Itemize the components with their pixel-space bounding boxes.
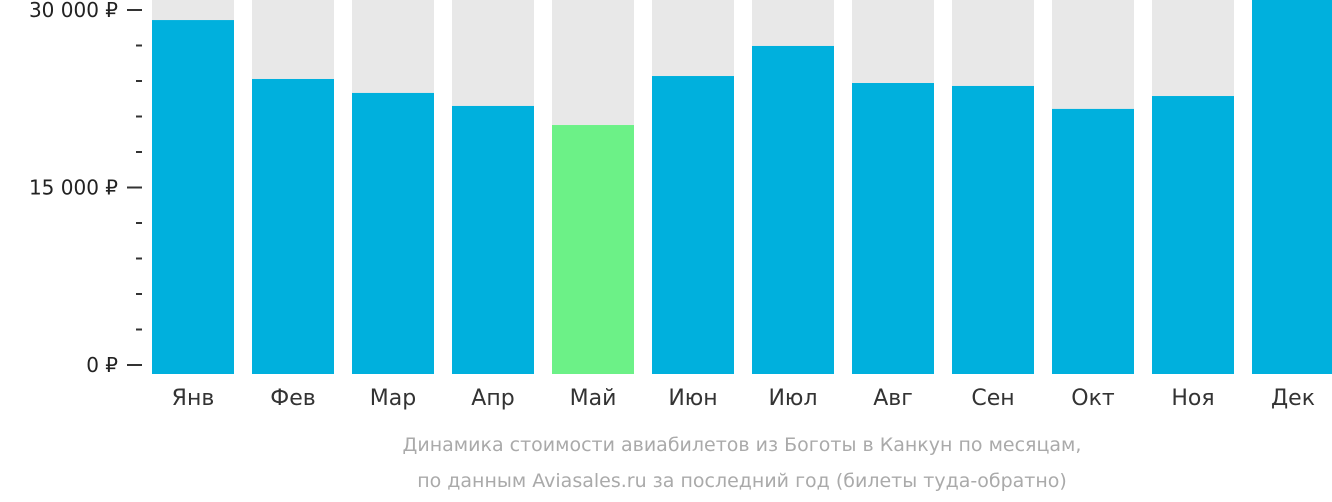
bar-Мар[interactable]	[352, 92, 434, 375]
x-tick-label: Май	[570, 386, 617, 411]
x-tick-label: Дек	[1271, 386, 1315, 411]
bar-Май[interactable]	[552, 125, 634, 375]
x-tick-label: Апр	[471, 386, 514, 411]
y-tick-label: 15 000 ₽	[29, 176, 118, 200]
bar-Сен[interactable]	[952, 85, 1034, 374]
y-tick-label: 0 ₽	[86, 353, 118, 377]
bar-Авг[interactable]	[852, 83, 934, 375]
chart-subtitle: по данным Aviasales.ru за последний год …	[417, 470, 1067, 492]
x-tick-label: Сен	[971, 386, 1014, 411]
x-tick-label: Июл	[768, 386, 817, 411]
bar-Янв[interactable]	[152, 20, 234, 375]
x-tick-label: Июн	[668, 386, 717, 411]
bar-Окт[interactable]	[1052, 108, 1134, 374]
bar-Июл[interactable]	[752, 45, 834, 375]
chart-title: Динамика стоимости авиабилетов из Боготы…	[403, 434, 1082, 456]
x-tick-label: Янв	[172, 386, 215, 411]
bar-Июн[interactable]	[652, 76, 734, 374]
bar-Апр[interactable]	[452, 105, 534, 375]
x-tick-label: Фев	[270, 386, 315, 411]
bar-Фев[interactable]	[252, 78, 334, 374]
bar-Ноя[interactable]	[1152, 96, 1234, 375]
x-tick-label: Ноя	[1171, 386, 1214, 411]
y-tick-label: 30 000 ₽	[29, 0, 118, 22]
x-tick-label: Авг	[873, 386, 913, 411]
x-tick-label: Мар	[370, 386, 416, 411]
bar-Дек[interactable]	[1252, 0, 1332, 374]
x-tick-label: Окт	[1071, 386, 1115, 411]
